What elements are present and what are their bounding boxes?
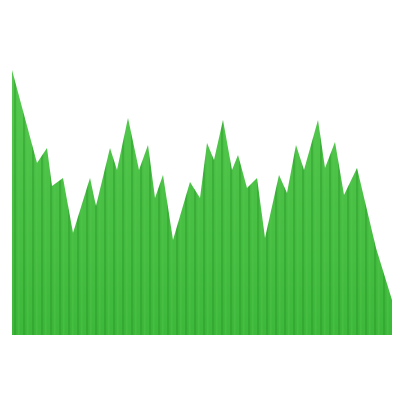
grass-stripe: [158, 70, 161, 335]
grass-highlight: [225, 70, 227, 335]
grass-stripe: [239, 70, 242, 335]
grass-stripe: [41, 70, 44, 335]
grass-stripe: [86, 70, 89, 335]
grass-highlight: [117, 70, 119, 335]
grass-stripe: [293, 70, 296, 335]
grass-stripe: [185, 70, 188, 335]
grass-highlight: [189, 70, 191, 335]
grass-stripe: [113, 70, 116, 335]
grass-highlight: [144, 70, 146, 335]
grass-stripe: [302, 70, 305, 335]
grass-stripe: [131, 70, 134, 335]
grass-stripe: [23, 70, 26, 335]
grass-stripe: [212, 70, 215, 335]
grass-stripe: [221, 70, 224, 335]
grass-highlight: [279, 70, 281, 335]
grass-highlight: [243, 70, 245, 335]
grass-stripe: [284, 70, 287, 335]
grass-stripe: [275, 70, 278, 335]
grass-highlight: [252, 70, 254, 335]
grass-highlight: [108, 70, 110, 335]
grass-stripe: [104, 70, 107, 335]
grass-highlight: [297, 70, 299, 335]
grass-highlight: [324, 70, 326, 335]
grass-highlight: [207, 70, 209, 335]
grass-stripe: [347, 70, 350, 335]
grass-highlight: [234, 70, 236, 335]
grass-highlight: [27, 70, 29, 335]
grass-stripe: [194, 70, 197, 335]
grass-highlight: [288, 70, 290, 335]
grass-stripe: [356, 70, 359, 335]
grass-stripe: [320, 70, 323, 335]
grass-stripe: [311, 70, 314, 335]
grass-stripe: [329, 70, 332, 335]
grass-stripe: [230, 70, 233, 335]
grass-stripe: [32, 70, 35, 335]
grass-blades: [12, 70, 392, 335]
grass-highlight: [90, 70, 92, 335]
grass-highlight: [351, 70, 353, 335]
grass-highlight: [18, 70, 20, 335]
grass-stripe: [257, 70, 260, 335]
grass-highlight: [99, 70, 101, 335]
grass-highlight: [360, 70, 362, 335]
grass-highlight: [135, 70, 137, 335]
grass-stripe: [149, 70, 152, 335]
grass-stripe: [59, 70, 62, 335]
grass-stripe: [140, 70, 143, 335]
grass-stripe: [122, 70, 125, 335]
grass-highlight: [45, 70, 47, 335]
grass-highlight: [216, 70, 218, 335]
grass-stripe: [338, 70, 341, 335]
grass-stripe: [14, 70, 17, 335]
grass-stripe: [203, 70, 206, 335]
grass-stripe: [50, 70, 53, 335]
grass-highlight: [63, 70, 65, 335]
grass-highlight: [198, 70, 200, 335]
grass-stripe: [248, 70, 251, 335]
grass-highlight: [36, 70, 38, 335]
grass-highlight: [126, 70, 128, 335]
grass-highlight: [333, 70, 335, 335]
grass-highlight: [315, 70, 317, 335]
grass-highlight: [54, 70, 56, 335]
grass-highlight: [153, 70, 155, 335]
grass-highlight: [306, 70, 308, 335]
grass-highlight: [342, 70, 344, 335]
grass-highlight: [162, 70, 164, 335]
